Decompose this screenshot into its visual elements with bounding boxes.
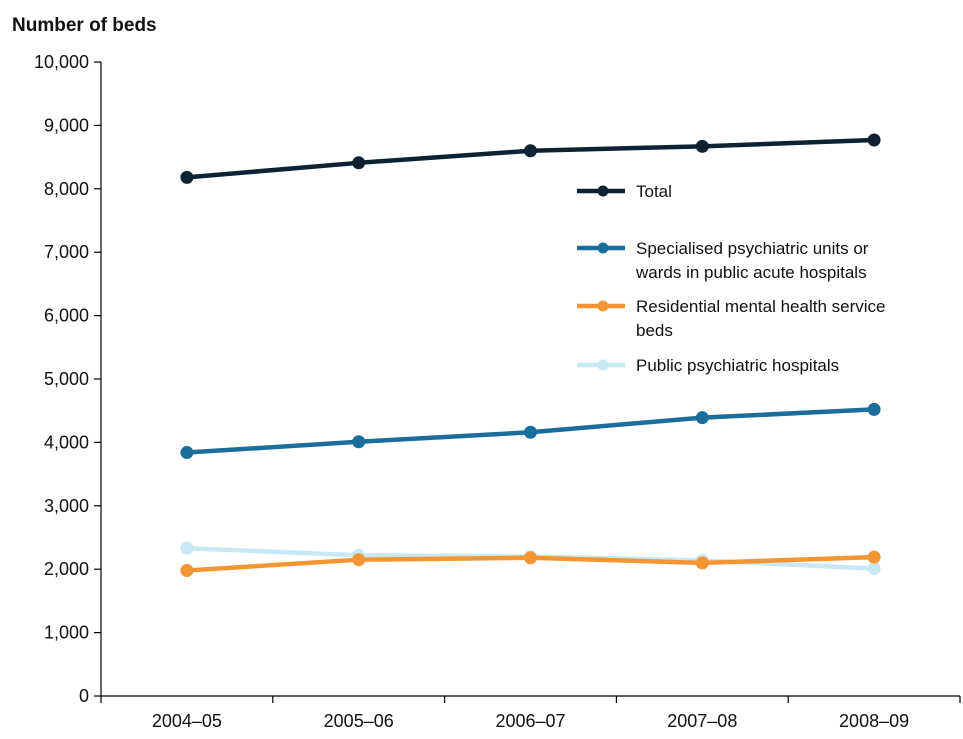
data-point <box>352 156 366 170</box>
data-point <box>180 563 194 577</box>
data-point <box>695 139 709 153</box>
legend-item: Residential mental health service beds <box>577 297 885 340</box>
legend-label: Total <box>636 182 672 201</box>
data-point <box>352 553 366 567</box>
legend-item: Public psychiatric hospitals <box>577 356 839 375</box>
legend-item: Specialised psychiatric units or wards in… <box>577 239 869 282</box>
x-tick-label: 2007–08 <box>667 711 737 731</box>
x-tick-label: 2006–07 <box>495 711 565 731</box>
data-point <box>352 435 366 449</box>
data-point <box>180 170 194 184</box>
x-tick-label: 2008–09 <box>839 711 909 731</box>
data-point <box>524 551 537 565</box>
y-tick-label: 10,000 <box>34 52 89 72</box>
legend-label: Residential mental health service <box>636 297 885 316</box>
legend-label: Specialised psychiatric units or <box>636 239 869 258</box>
series-2 <box>180 550 881 577</box>
data-point <box>867 133 881 147</box>
series-0 <box>180 133 881 184</box>
data-point <box>524 144 537 158</box>
y-tick-label: 8,000 <box>44 179 89 199</box>
legend-label: Public psychiatric hospitals <box>636 356 839 375</box>
y-tick-label: 3,000 <box>44 496 89 516</box>
data-point <box>695 556 709 570</box>
data-point <box>867 562 881 576</box>
legend: Total Specialised psychiatric units or war… <box>577 182 885 375</box>
x-tick-label: 2005–06 <box>324 711 394 731</box>
axes: 0 1,000 2,000 3,000 4,000 5,000 6,000 7,000 8,00… <box>34 52 961 731</box>
legend-label: beds <box>636 321 673 340</box>
legend-label: wards in public acute hospitals <box>635 263 867 282</box>
series-layer <box>180 133 881 577</box>
y-tick-label: 7,000 <box>44 242 89 262</box>
y-tick-label: 0 <box>79 686 89 706</box>
y-tick-label: 1,000 <box>44 623 89 643</box>
y-tick-label: 6,000 <box>44 306 89 326</box>
data-point <box>180 446 194 460</box>
data-point <box>867 550 881 564</box>
y-tick-label: 9,000 <box>44 115 89 135</box>
legend-marker <box>597 185 609 197</box>
y-tick-label: 4,000 <box>44 432 89 452</box>
y-tick-label: 2,000 <box>44 559 89 579</box>
legend-marker <box>597 359 609 371</box>
x-tick-label: 2004–05 <box>152 711 222 731</box>
data-point <box>180 541 194 555</box>
data-point <box>867 402 881 416</box>
legend-marker <box>597 300 609 312</box>
y-axis-title: Number of beds <box>12 15 157 36</box>
data-point <box>524 425 537 439</box>
legend-marker <box>597 242 609 254</box>
y-tick-label: 5,000 <box>44 369 89 389</box>
series-1 <box>180 402 881 460</box>
data-point <box>695 411 709 425</box>
legend-item: Total <box>577 182 672 201</box>
